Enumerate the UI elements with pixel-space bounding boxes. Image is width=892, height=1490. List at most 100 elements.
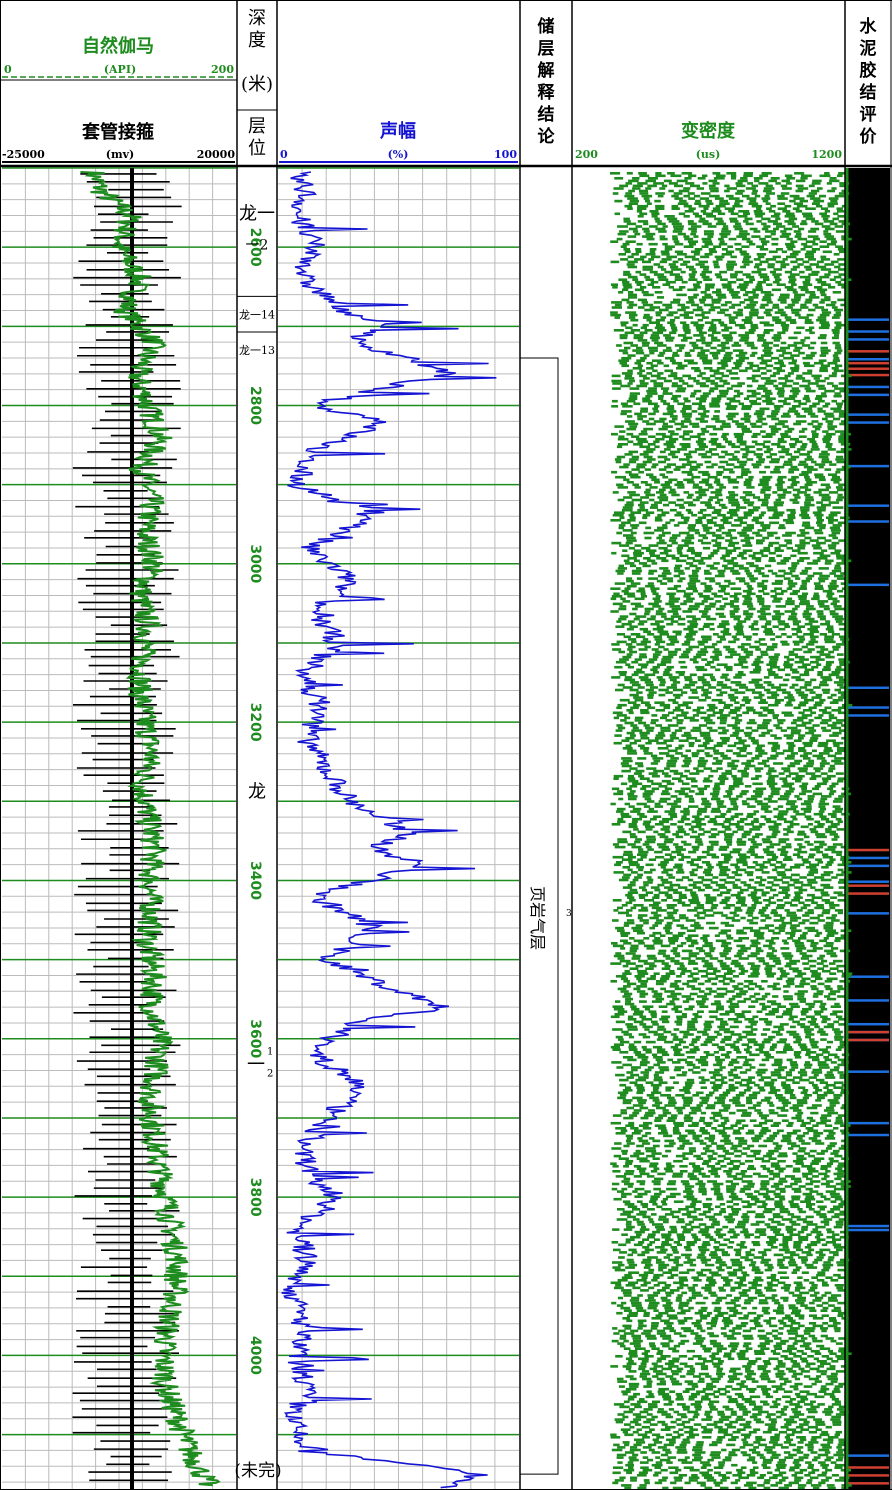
vdl-stripe — [640, 286, 647, 289]
vdl-stripe — [762, 475, 773, 479]
vdl-stripe — [699, 217, 706, 221]
vdl-stripe — [741, 762, 751, 765]
vdl-stripe — [837, 653, 844, 656]
vdl-stripe — [643, 197, 650, 200]
vdl-stripe — [810, 638, 816, 641]
vdl-stripe — [771, 790, 780, 793]
vdl-stripe — [692, 498, 700, 502]
vdl-stripe — [831, 759, 842, 763]
vdl-stripe — [659, 567, 669, 570]
vdl-stripe — [793, 349, 801, 352]
vdl-stripe — [644, 610, 651, 613]
vdl-stripe — [626, 427, 637, 431]
vdl-stripe — [648, 544, 659, 547]
vdl-stripe — [689, 901, 701, 905]
vdl-stripe — [738, 853, 747, 856]
vdl-stripe — [615, 688, 624, 692]
vdl-stripe — [762, 399, 773, 403]
vdl-stripe — [716, 992, 728, 996]
vdl-stripe — [741, 318, 752, 322]
vdl-stripe — [654, 650, 663, 654]
vdl-stripe — [686, 460, 697, 464]
vdl-stripe — [811, 445, 819, 449]
vdl-stripe — [769, 374, 776, 378]
vdl-stripe — [838, 696, 846, 699]
vdl-stripe — [728, 711, 738, 715]
vdl-stripe — [799, 275, 811, 279]
vdl-stripe — [746, 458, 754, 461]
vdl-stripe — [718, 873, 729, 877]
vdl-stripe — [774, 549, 784, 552]
vdl-stripe — [840, 845, 847, 849]
vdl-stripe — [625, 952, 636, 955]
vdl-stripe — [621, 764, 632, 768]
vdl-stripe — [639, 331, 648, 335]
vdl-stripe — [734, 1013, 745, 1016]
vdl-stripe — [794, 346, 803, 350]
vdl-stripe — [704, 805, 711, 808]
vdl-stripe — [799, 384, 810, 388]
vdl-stripe — [673, 891, 683, 894]
vdl-stripe — [809, 828, 817, 831]
vdl-stripe — [797, 797, 803, 801]
vdl-stripe — [815, 204, 823, 208]
vdl-stripe — [676, 253, 687, 256]
vdl-stripe — [763, 681, 772, 684]
vdl-stripe — [709, 351, 721, 355]
vdl-stripe — [620, 931, 631, 935]
vdl-stripe — [717, 212, 726, 216]
vdl-stripe — [743, 501, 755, 504]
vdl-stripe — [635, 250, 642, 254]
vdl-stripe — [617, 790, 624, 793]
vdl-stripe — [701, 377, 711, 380]
vdl-stripe — [643, 354, 650, 357]
vdl-stripe — [838, 172, 848, 175]
vdl-stripe — [670, 318, 676, 322]
vdl-stripe — [825, 620, 831, 623]
vdl-stripe — [638, 959, 648, 963]
vdl-stripe — [789, 273, 800, 276]
vdl-stripe — [718, 709, 724, 712]
vdl-stripe — [632, 177, 640, 180]
vdl-stripe — [704, 962, 713, 965]
vdl-stripe — [829, 610, 836, 613]
vdl-stripe — [683, 432, 690, 436]
vdl-stripe — [780, 853, 788, 856]
vdl-stripe — [797, 767, 808, 770]
vdl-stripe — [765, 886, 773, 889]
vdl-stripe — [655, 227, 666, 231]
vdl-stripe — [778, 840, 787, 844]
vdl-stripe — [800, 306, 809, 309]
vdl-stripe — [751, 440, 758, 444]
vdl-stripe — [810, 227, 820, 231]
vdl-stripe — [642, 460, 652, 464]
vdl-stripe — [758, 458, 766, 461]
vdl-stripe — [612, 491, 619, 494]
vdl-stripe — [646, 835, 656, 839]
vdl-stripe — [652, 369, 658, 373]
vdl-stripe — [655, 612, 667, 616]
vdl-stripe — [700, 394, 709, 398]
vdl-stripe — [815, 833, 826, 836]
vdl-stripe — [837, 210, 845, 213]
vdl-stripe — [771, 288, 781, 292]
vdl-stripe — [667, 579, 674, 583]
vdl-stripe — [668, 478, 678, 482]
vdl-stripe — [715, 420, 726, 423]
vdl-stripe — [792, 648, 803, 651]
vdl-stripe — [737, 645, 745, 649]
vdl-stripe — [660, 828, 670, 831]
vdl-stripe — [757, 762, 767, 765]
vdl-stripe — [821, 308, 828, 312]
vdl-stripe — [614, 458, 622, 461]
vdl-stripe — [795, 258, 804, 261]
vdl-stripe — [838, 220, 848, 223]
vdl-stripe — [629, 785, 638, 788]
vdl-stripe — [696, 463, 703, 466]
vdl-stripe — [747, 914, 753, 917]
vdl-stripe — [714, 478, 721, 482]
vdl-stripe — [696, 711, 707, 715]
vdl-stripe — [631, 526, 638, 530]
vdl-stripe — [732, 830, 738, 834]
vdl-stripe — [827, 202, 838, 205]
